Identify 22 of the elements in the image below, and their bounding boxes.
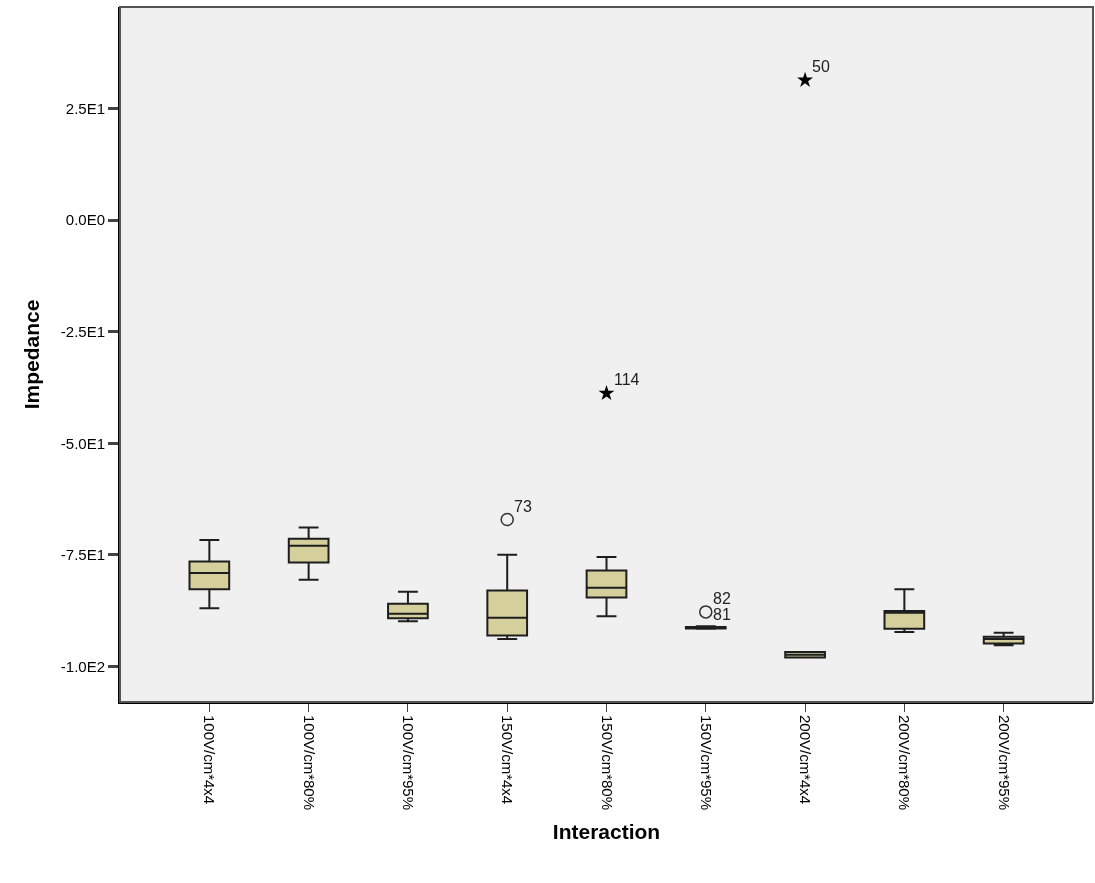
x-tick-label: 100V/cm*80% [300, 715, 318, 811]
x-tick-label: 200V/cm*95% [995, 715, 1013, 811]
y-tick-label: -1.0E2 [60, 657, 105, 675]
x-tick-label: 200V/cm*4x4 [797, 715, 815, 805]
x-tick-label: 100V/cm*4x4 [201, 715, 219, 805]
x-tick-label: 100V/cm*95% [400, 715, 418, 811]
y-tick-label: 2.5E1 [65, 99, 105, 117]
y-axis-title: Impedance [20, 299, 44, 410]
y-tick-label: 0.0E0 [65, 211, 105, 229]
x-axis-title: Interaction [552, 819, 661, 843]
x-tick-label: 150V/cm*80% [598, 715, 616, 811]
annotation: 82 [713, 590, 731, 607]
x-tick-label: 200V/cm*80% [896, 715, 914, 811]
y-tick-label: -7.5E1 [60, 546, 105, 564]
annotation: 50 [812, 58, 830, 75]
annotation: 114 [614, 371, 640, 388]
annotation: 73 [514, 498, 532, 515]
x-tick-label: 150V/cm*95% [697, 715, 715, 811]
x-tick-label: 150V/cm*4x4 [499, 715, 517, 805]
y-tick-label: -2.5E1 [60, 323, 105, 340]
annotation: 81 [713, 606, 731, 623]
y-tick-label: -5.0E1 [60, 434, 105, 452]
